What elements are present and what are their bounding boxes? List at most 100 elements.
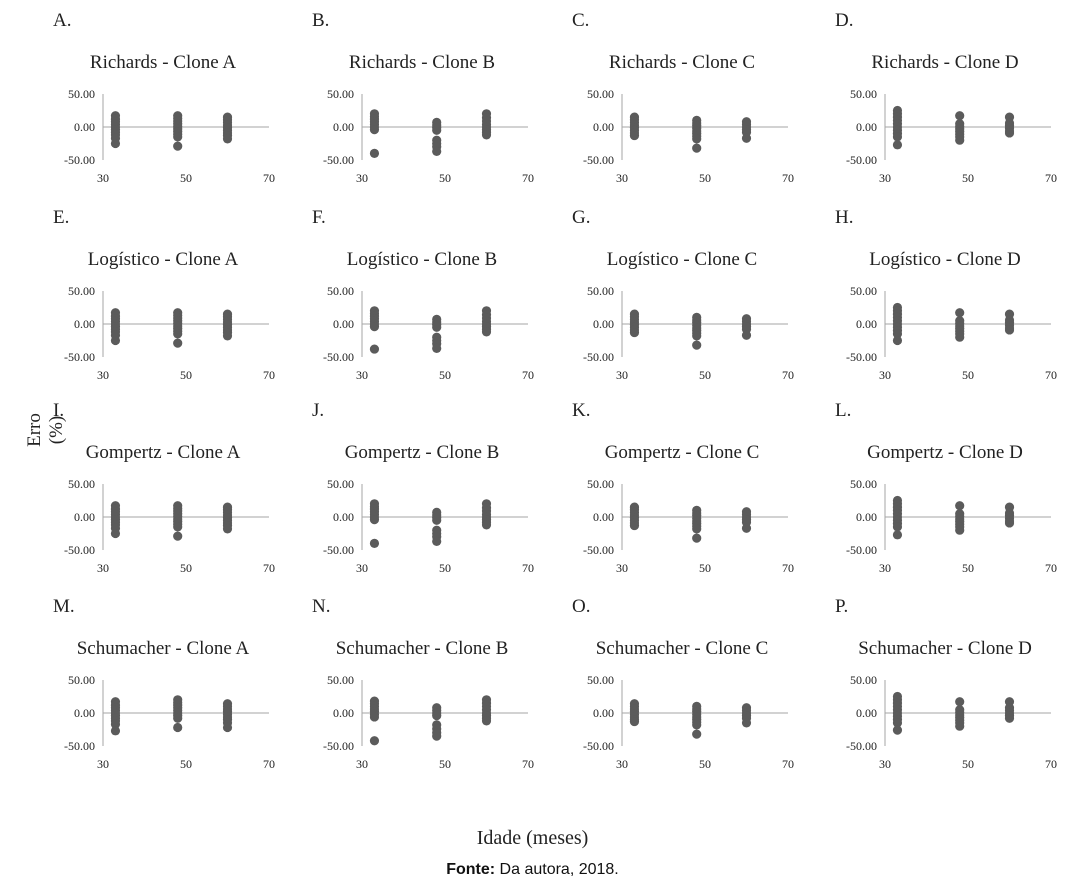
panel-title: Gompertz - Clone B [345,442,500,463]
x-tick-label: 70 [522,368,534,382]
panel-letter: K. [572,400,590,421]
y-tick-label: -50.00 [583,350,614,364]
y-tick-label: 50.00 [68,477,95,491]
y-tick-label: 0.00 [74,510,95,524]
x-tick-label: 70 [1045,561,1057,575]
y-tick-label: -50.00 [583,153,614,167]
panel-title: Schumacher - Clone D [858,638,1032,659]
y-tick-label: 50.00 [587,673,614,687]
y-tick-label: 50.00 [587,284,614,298]
data-point [369,538,380,549]
data-point [432,322,442,332]
data-point [892,329,903,339]
data-point [481,520,492,530]
panel-title: Logístico - Clone D [869,249,1020,270]
y-tick-label: 0.00 [856,317,877,331]
x-tick-label: 50 [699,368,711,382]
data-point [1004,518,1015,528]
y-tick-label: 0.00 [333,317,354,331]
data-point [481,716,492,726]
y-tick-label: 50.00 [850,87,877,101]
data-point [369,125,380,135]
data-point [369,148,380,158]
x-tick-label: 30 [879,561,891,575]
data-point [173,722,183,733]
data-point [955,135,965,145]
data-point [629,520,640,531]
data-point [222,524,233,534]
data-point [692,134,702,144]
panel-title: Richards - Clone C [609,52,755,73]
data-point [692,533,702,543]
data-point [741,330,752,340]
x-tick-label: 50 [699,171,711,185]
y-tick-label: 0.00 [856,510,877,524]
y-tick-label: -50.00 [846,543,877,557]
x-tick-label: 70 [522,171,534,185]
x-tick-label: 30 [356,561,368,575]
data-point [1004,325,1015,335]
data-point [110,719,121,729]
x-tick-label: 70 [263,561,275,575]
panel-letter: G. [572,207,590,228]
data-point [173,338,183,348]
y-tick-label: -50.00 [323,739,354,753]
y-tick-label: -50.00 [323,153,354,167]
data-point [892,335,903,346]
data-point [110,335,121,346]
data-point [955,525,965,535]
data-point [892,132,903,142]
y-tick-label: 50.00 [587,87,614,101]
x-axis-label: Idade (meses) [476,827,589,849]
data-point [629,130,640,141]
data-point [173,531,183,541]
x-tick-label: 70 [522,757,534,771]
x-tick-label: 30 [97,757,109,771]
data-point [955,308,965,318]
data-point [955,332,965,342]
panel-title: Logístico - Clone B [347,249,497,270]
panel-letter: F. [312,207,326,228]
x-tick-label: 30 [616,757,628,771]
y-tick-label: -50.00 [64,543,95,557]
panel-letter: P. [835,596,848,617]
y-tick-label: 50.00 [587,477,614,491]
panel-letter: D. [835,10,853,31]
x-tick-label: 30 [356,171,368,185]
panel-letter: I. [53,400,64,421]
data-point [629,716,640,727]
data-point [432,343,442,354]
y-tick-label: -50.00 [64,153,95,167]
x-tick-label: 30 [97,561,109,575]
x-tick-label: 50 [962,561,974,575]
data-point [892,522,903,532]
y-tick-label: 0.00 [333,706,354,720]
x-tick-label: 50 [180,171,192,185]
x-tick-label: 70 [782,561,794,575]
data-point [173,132,183,142]
data-point [741,133,752,143]
x-tick-label: 30 [879,368,891,382]
y-tick-label: -50.00 [323,543,354,557]
data-point [629,327,640,338]
data-point [1004,713,1015,723]
y-tick-label: 0.00 [856,706,877,720]
y-tick-label: 50.00 [327,284,354,298]
data-point [955,721,965,731]
x-tick-label: 30 [97,368,109,382]
y-tick-label: 0.00 [593,317,614,331]
data-point [173,141,183,151]
y-tick-label: -50.00 [846,153,877,167]
y-tick-label: 50.00 [850,284,877,298]
data-point [222,134,233,144]
x-tick-label: 30 [616,171,628,185]
data-point [369,344,380,354]
